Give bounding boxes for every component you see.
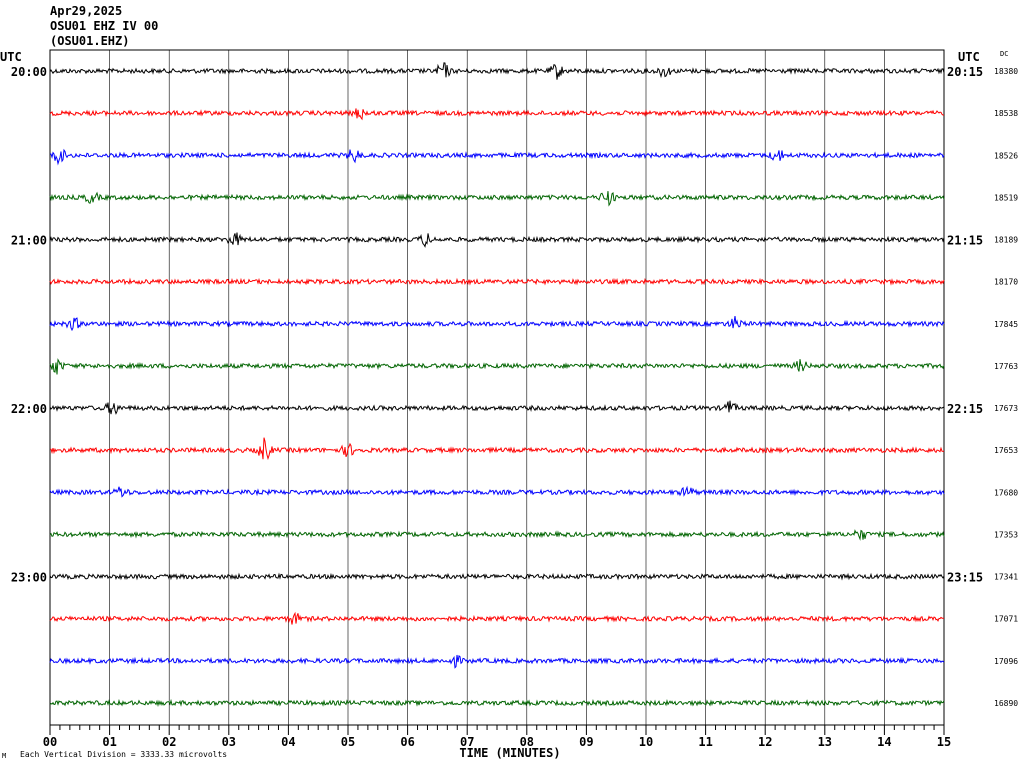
trace-line <box>49 572 945 581</box>
trace-end-time: 20:15 <box>947 65 983 79</box>
trace-dc-value: 17071 <box>994 615 1018 624</box>
trace-dc-value: 17680 <box>994 488 1018 497</box>
footer-note: Each Vertical Division = 3333.33 microvo… <box>20 750 228 759</box>
trace-dc-value: 18380 <box>994 67 1018 76</box>
x-tick-label: 08 <box>520 735 534 749</box>
utc-left-label: UTC <box>0 50 22 64</box>
dc-label: DC <box>1000 50 1009 58</box>
trace-dc-value: 16890 <box>994 699 1018 708</box>
x-tick-label: 11 <box>698 735 712 749</box>
trace-line <box>49 400 945 415</box>
footer-mark: M <box>2 752 7 760</box>
utc-right-label: UTC <box>958 50 980 64</box>
trace-line <box>49 148 945 166</box>
trace-dc-value: 17763 <box>994 362 1018 371</box>
trace-dc-value: 17096 <box>994 657 1018 666</box>
trace-dc-value: 18170 <box>994 278 1018 287</box>
trace-line <box>49 277 945 286</box>
x-tick-label: 09 <box>579 735 593 749</box>
trace-line <box>49 358 945 375</box>
trace-line <box>49 485 945 498</box>
trace-start-time: 22:00 <box>11 402 47 416</box>
plot-frame <box>49 49 945 726</box>
trace-dc-value: 17673 <box>994 404 1018 413</box>
x-tick-label: 02 <box>162 735 176 749</box>
trace-line <box>50 437 945 461</box>
trace-line <box>49 108 945 121</box>
trace-start-time: 21:00 <box>11 234 47 248</box>
x-tick-label: 12 <box>758 735 772 749</box>
x-tick-label: 13 <box>818 735 832 749</box>
x-tick-label: 10 <box>639 735 653 749</box>
trace-end-time: 21:15 <box>947 234 983 248</box>
trace-line <box>49 62 945 80</box>
x-tick-label: 04 <box>281 735 295 749</box>
channel-label: (OSU01.EHZ) <box>50 34 130 48</box>
trace-line <box>49 611 945 625</box>
trace-end-time: 22:15 <box>947 402 983 416</box>
trace-line <box>49 316 945 332</box>
trace-line <box>49 232 945 248</box>
x-tick-label: 15 <box>937 735 951 749</box>
station-label: OSU01 EHZ IV 00 <box>50 19 159 33</box>
x-tick-label: 03 <box>222 735 236 749</box>
x-axis-label: TIME (MINUTES) <box>459 746 561 760</box>
date-label: Apr29,2025 <box>50 4 123 18</box>
trace-dc-value: 18519 <box>994 193 1018 202</box>
trace-end-time: 23:15 <box>947 571 983 585</box>
x-tick-label: 01 <box>102 735 116 749</box>
trace-dc-value: 18538 <box>994 109 1018 118</box>
header: Apr29,2025 OSU01 EHZ IV 00 (OSU01.EHZ) <box>50 4 158 49</box>
trace-line <box>49 191 945 207</box>
trace-dc-value: 17845 <box>994 320 1018 329</box>
x-tick-label: 14 <box>877 735 891 749</box>
x-tick-label: 05 <box>341 735 355 749</box>
trace-dc-value: 17653 <box>994 446 1018 455</box>
trace-start-time: 20:00 <box>11 65 47 79</box>
trace-dc-value: 18189 <box>994 236 1018 245</box>
trace-line <box>49 654 945 669</box>
trace-dc-value: 17353 <box>994 530 1018 539</box>
trace-dc-value: 17341 <box>994 573 1018 582</box>
x-tick-label: 06 <box>400 735 414 749</box>
trace-line <box>49 529 945 541</box>
x-tick-label: 07 <box>460 735 474 749</box>
x-tick-label: 00 <box>43 735 57 749</box>
trace-start-time: 23:00 <box>11 571 47 585</box>
trace-dc-value: 18526 <box>994 151 1018 160</box>
trace-line <box>49 698 945 708</box>
